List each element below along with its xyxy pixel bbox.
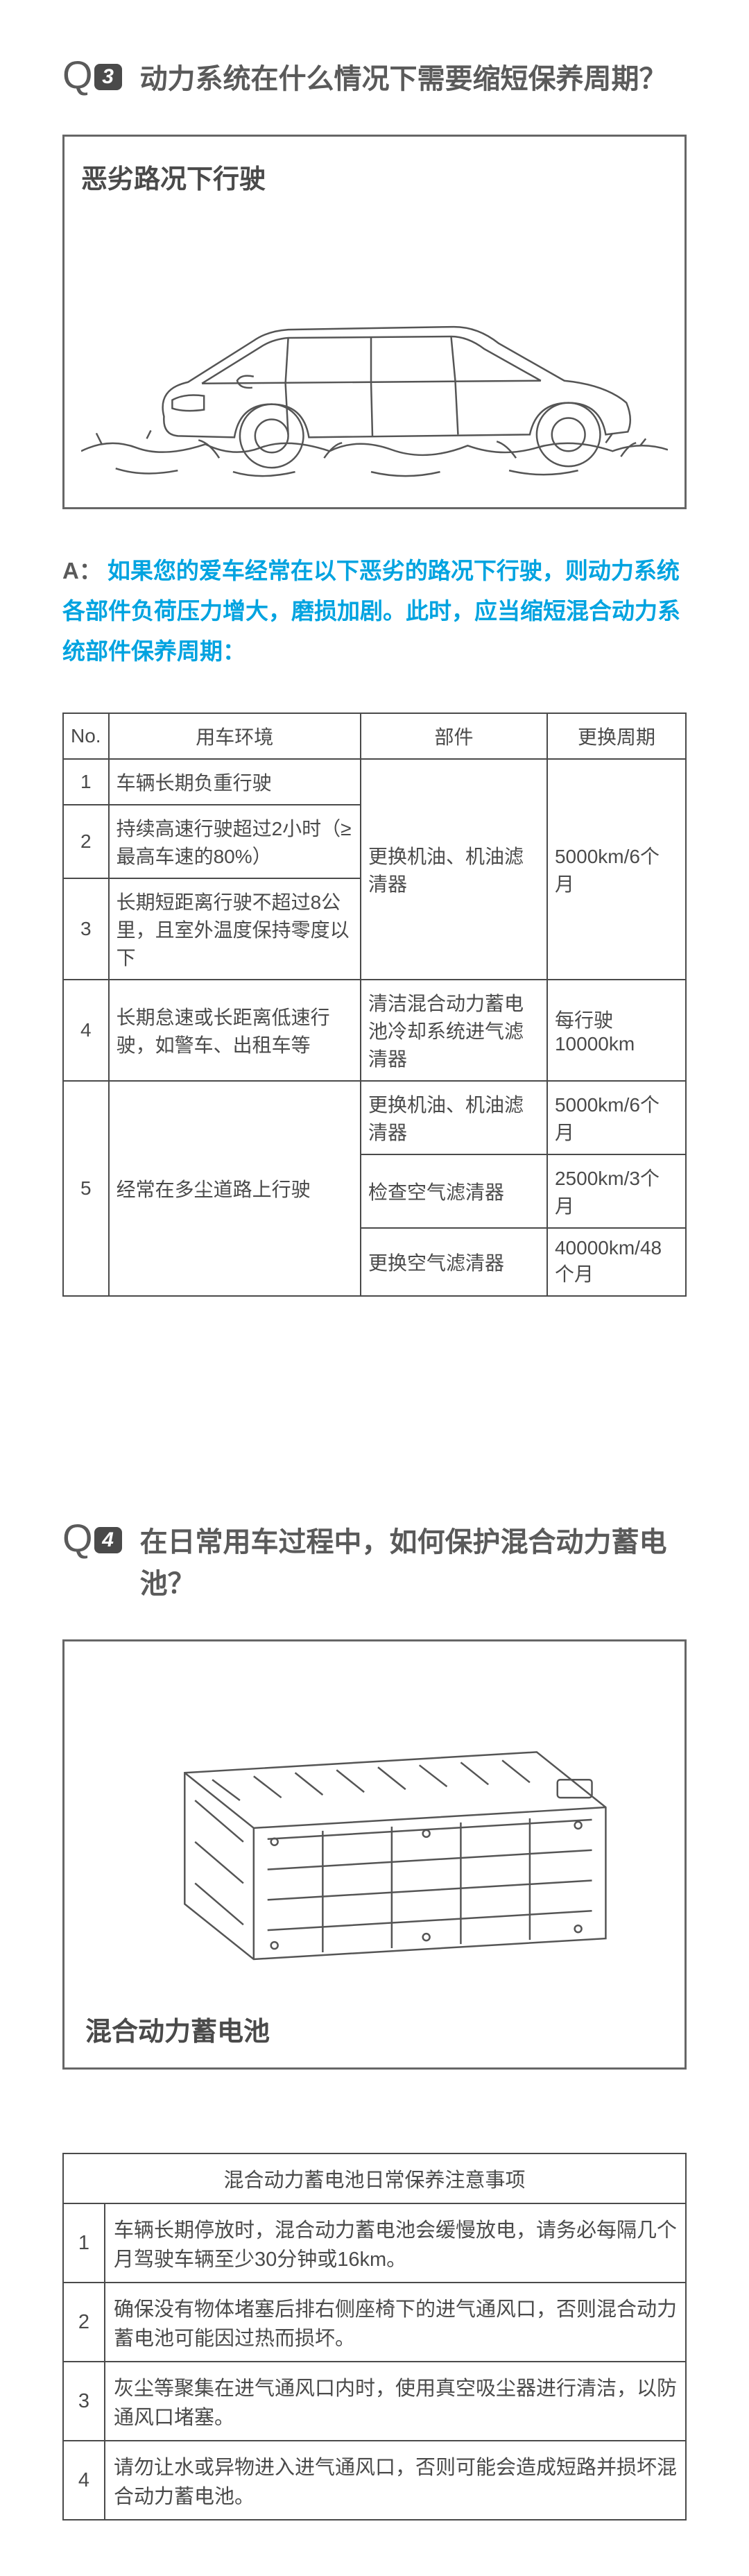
q-letter: Q [62,56,93,94]
cell-part: 清洁混合动力蓄电池冷却系统进气滤清器 [361,980,547,1081]
q3-question-text: 动力系统在什么情况下需要缩短保养周期？ [140,56,687,100]
question-3-header: Q 3 动力系统在什么情况下需要缩短保养周期？ [62,56,687,100]
th-part: 部件 [361,713,547,759]
cell-no: 1 [63,759,109,805]
q-number-badge: 4 [94,1527,122,1553]
cell-no: 3 [63,2362,105,2441]
cell-env: 持续高速行驶超过2小时（≥最高车速的80%） [109,805,361,878]
q3-maintenance-table: No. 用车环境 部件 更换周期 1 车辆长期负重行驶 更换机油、机油滤清器 5… [62,713,687,1297]
th-cycle: 更换周期 [547,713,686,759]
q-letter: Q [62,1519,93,1558]
q4-question-text: 在日常用车过程中，如何保护混合动力蓄电池？ [140,1519,687,1605]
tbl2-title: 混合动力蓄电池日常保养注意事项 [63,2153,686,2203]
q4-illustration-box: 混合动力蓄电池 [62,1639,687,2070]
cell-cycle: 每行驶10000km [547,980,686,1081]
cell-env: 长期怠速或长距离低速行驶，如警车、出租车等 [109,980,361,1081]
th-no: No. [63,713,109,759]
cell-env: 车辆长期负重行驶 [109,759,361,805]
battery-pack-illustration [81,1662,668,2022]
q3-answer-text: 如果您的爱车经常在以下恶劣的路况下行驶，则动力系统各部件负荷压力增大，磨损加剧。… [62,558,680,664]
cell-text: 确保没有物体堵塞后排右侧座椅下的进气通风口，否则混合动力蓄电池可能因过热而损坏。 [105,2283,686,2362]
cell-cycle: 40000km/48个月 [547,1228,686,1296]
cell-no: 2 [63,805,109,878]
q3-illustration-box: 恶劣路况下行驶 [62,135,687,509]
cell-text: 请勿让水或异物进入进气通风口，否则可能会造成短路并损坏混合动力蓄电池。 [105,2441,686,2520]
th-env: 用车环境 [109,713,361,759]
cell-no: 1 [63,2203,105,2283]
cell-no: 3 [63,878,109,980]
q4-illus-title: 混合动力蓄电池 [85,2010,270,2048]
q-number-badge: 3 [94,64,122,90]
cell-no: 4 [63,2441,105,2520]
question-4-header: Q 4 在日常用车过程中，如何保护混合动力蓄电池？ [62,1519,687,1605]
cell-cycle: 5000km/6个月 [547,1081,686,1154]
cell-no: 4 [63,980,109,1081]
q3-illus-title: 恶劣路况下行驶 [81,157,668,196]
cell-env: 经常在多尘道路上行驶 [109,1081,361,1296]
cell-cycle: 5000km/6个月 [547,759,686,980]
car-rough-road-illustration [81,196,668,486]
cell-part: 更换空气滤清器 [361,1228,547,1296]
cell-env: 长期短距离行驶不超过8公里，且室外温度保持零度以下 [109,878,361,980]
cell-cycle: 2500km/3个月 [547,1154,686,1228]
q4-notes-table: 混合动力蓄电池日常保养注意事项 1 车辆长期停放时，混合动力蓄电池会缓慢放电，请… [62,2153,687,2520]
cell-part: 检查空气滤清器 [361,1154,547,1228]
cell-text: 灰尘等聚集在进气通风口内时，使用真空吸尘器进行清洁，以防通风口堵塞。 [105,2362,686,2441]
cell-no: 5 [63,1081,109,1296]
answer-label: A： [62,558,102,583]
cell-part: 更换机油、机油滤清器 [361,759,547,980]
cell-part: 更换机油、机油滤清器 [361,1081,547,1154]
cell-text: 车辆长期停放时，混合动力蓄电池会缓慢放电，请务必每隔几个月驾驶车辆至少30分钟或… [105,2203,686,2283]
cell-no: 2 [63,2283,105,2362]
q3-answer: A：如果您的爱车经常在以下恶劣的路况下行驶，则动力系统各部件负荷压力增大，磨损加… [62,551,687,671]
